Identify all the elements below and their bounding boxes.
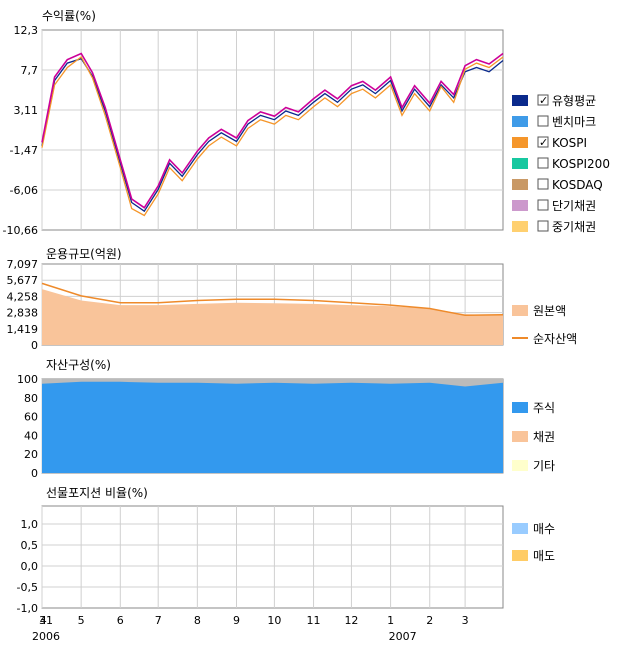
- returns-legend-label: KOSPI: [552, 136, 587, 150]
- legend-checkbox: [537, 178, 549, 190]
- returns-legend-swatch: [512, 95, 528, 106]
- futures-y-tick-label: -1,0: [17, 602, 38, 615]
- principal-area: [42, 289, 503, 345]
- returns-y-tick-label: 12,3: [14, 24, 39, 37]
- returns-series-line: [41, 56, 504, 217]
- futures-y-tick-label: -0,5: [17, 581, 38, 594]
- returns-y-tick-label: 7,7: [21, 64, 39, 77]
- aum-legend-swatch: [512, 305, 528, 316]
- assets-y-tick-label: 100: [17, 373, 38, 386]
- x-tick-label: 6: [117, 614, 124, 627]
- returns-legend-swatch: [512, 137, 528, 148]
- returns-series-line: [41, 57, 504, 213]
- aum-y-tick-label: 5,677: [7, 274, 39, 287]
- x-tick-label: 11: [307, 614, 321, 627]
- assets-legend-swatch: [512, 431, 528, 442]
- stock-area: [42, 381, 503, 473]
- returns-legend-label: 유형평균: [552, 94, 596, 108]
- futures-y-tick-label: 0,0: [21, 560, 39, 573]
- aum-panel-title: 운용규모(억원): [46, 247, 122, 261]
- x-tick-label: 5: [78, 614, 85, 627]
- x-tick-label: 8: [194, 614, 201, 627]
- returns-y-tick-label: -1,47: [10, 144, 38, 157]
- aum-legend-label: 원본액: [533, 304, 566, 318]
- aum-y-tick-label: 1,419: [7, 323, 39, 336]
- returns-highlight-line: [41, 52, 504, 209]
- returns-legend-swatch: [512, 221, 528, 232]
- assets-y-tick-label: 20: [24, 448, 38, 461]
- returns-legend-swatch: [512, 179, 528, 190]
- x-tick-label: 2: [426, 614, 433, 627]
- assets-y-tick-label: 0: [31, 467, 38, 480]
- futures-legend-swatch: [512, 523, 528, 534]
- x-tick-label: 4: [40, 614, 47, 627]
- assets-legend-label: 기타: [533, 459, 555, 473]
- aum-y-tick-label: 4,258: [7, 290, 39, 303]
- aum-legend-label: 순자산액: [533, 332, 577, 346]
- legend-checkbox: [537, 157, 549, 169]
- assets-legend-swatch: [512, 460, 528, 471]
- returns-legend-label: KOSPI200: [552, 157, 610, 171]
- x-tick-label: 3: [462, 614, 469, 627]
- returns-legend-label: KOSDAQ: [552, 178, 603, 192]
- returns-y-tick-label: -6,06: [10, 184, 38, 197]
- x-tick-label: 10: [267, 614, 281, 627]
- x-tick-label: 7: [155, 614, 162, 627]
- futures-y-tick-label: 1,0: [21, 518, 39, 531]
- x-year-label: 2007: [389, 630, 417, 643]
- futures-plot-frame: [41, 505, 504, 609]
- assets-legend-swatch: [512, 402, 528, 413]
- legend-checkbox: [537, 94, 549, 106]
- assets-legend-label: 채권: [533, 430, 555, 444]
- legend-checkbox: [537, 199, 549, 211]
- futures-legend-label: 매도: [533, 549, 555, 563]
- nav-line: [41, 282, 504, 317]
- futures-y-tick-label: 0,5: [21, 539, 39, 552]
- x-tick-label: 1: [387, 614, 394, 627]
- returns-legend-label: 벤치마크: [552, 115, 596, 129]
- returns-plot-frame: [41, 29, 504, 231]
- legend-checkmark: ✓: [539, 136, 548, 149]
- assets-y-tick-label: 40: [24, 429, 38, 442]
- assets-panel-title: 자산구성(%): [46, 358, 111, 372]
- x-tick-label: 9: [233, 614, 240, 627]
- assets-y-tick-label: 80: [24, 392, 38, 405]
- aum-y-tick-label: 7,097: [7, 258, 39, 271]
- x-tick-label: 12: [344, 614, 358, 627]
- returns-legend-swatch: [512, 116, 528, 127]
- futures-legend-label: 매수: [533, 522, 555, 536]
- x-tick-label: 31: [39, 614, 53, 627]
- returns-panel-title: 수익률(%): [42, 9, 96, 23]
- returns-legend-swatch: [512, 200, 528, 211]
- returns-y-tick-label: 3,11: [14, 104, 39, 117]
- returns-legend-label: 중기채권: [552, 220, 596, 234]
- futures-panel-title: 선물포지션 비율(%): [46, 486, 148, 500]
- returns-legend-label: 단기채권: [552, 199, 596, 213]
- legend-checkbox: [537, 136, 549, 148]
- assets-y-tick-label: 60: [24, 411, 38, 424]
- aum-y-tick-label: 2,838: [7, 307, 39, 320]
- legend-checkmark: ✓: [539, 94, 548, 107]
- legend-checkbox: [537, 115, 549, 127]
- returns-y-tick-label: -10,66: [3, 224, 38, 237]
- x-year-label: 2006: [32, 630, 60, 643]
- returns-legend-swatch: [512, 158, 528, 169]
- futures-legend-swatch: [512, 550, 528, 561]
- legend-checkbox: [537, 220, 549, 232]
- assets-legend-label: 주식: [533, 401, 555, 415]
- aum-y-tick-label: 0: [31, 339, 38, 352]
